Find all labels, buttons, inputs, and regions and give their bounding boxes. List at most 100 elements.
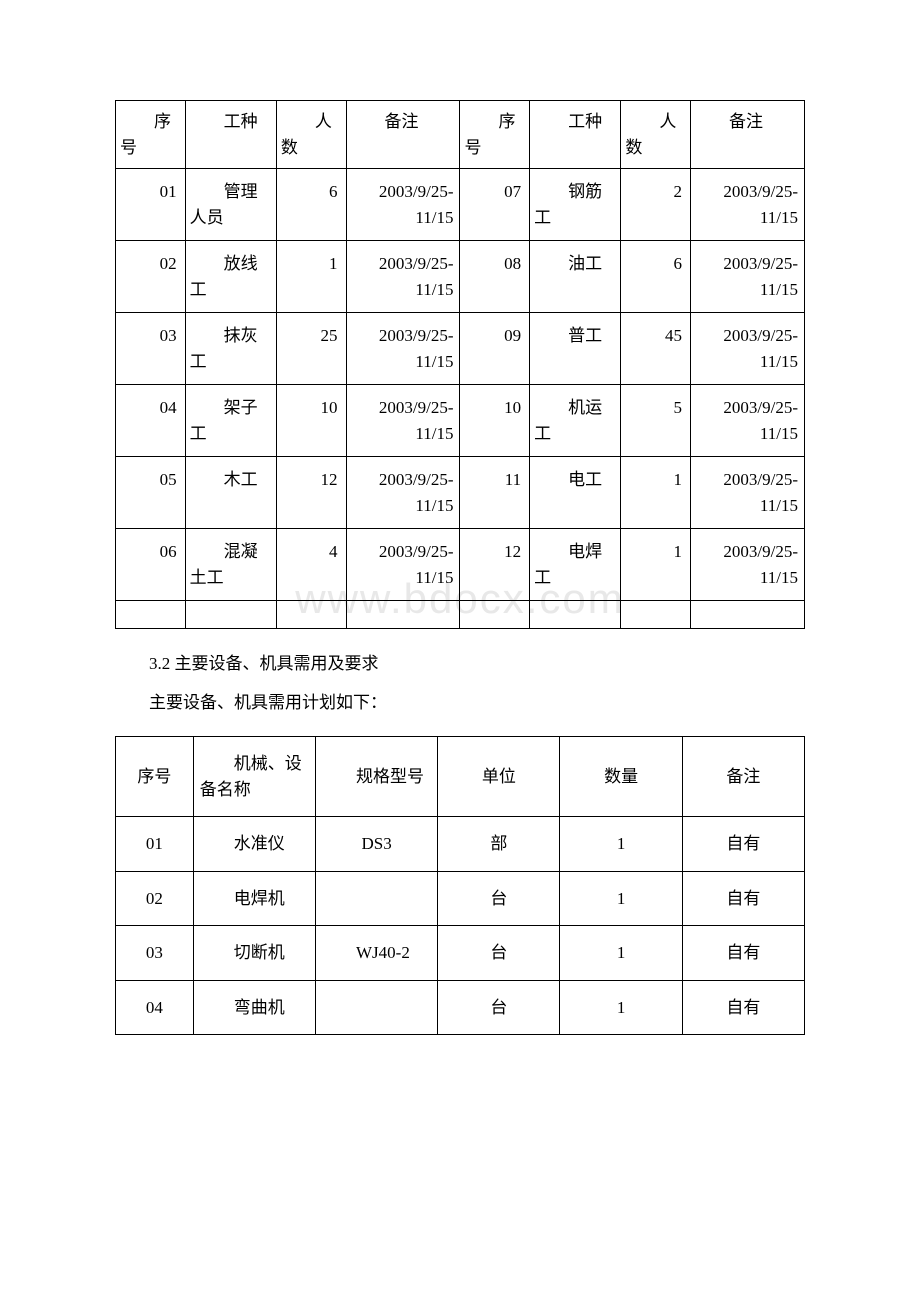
header-qty: 数量 [560, 737, 682, 817]
cell-seq: 10 [460, 385, 530, 457]
cell-qty: 1 [560, 980, 682, 1035]
cell-seq: 05 [116, 457, 186, 529]
cell-seq: 08 [460, 241, 530, 313]
cell-seq: 11 [460, 457, 530, 529]
cell-seq: 02 [116, 871, 194, 926]
cell-seq: 01 [116, 817, 194, 872]
table-row: 04 弯曲机 台 1 自有 [116, 980, 805, 1035]
cell-note: 自有 [682, 817, 804, 872]
table-row: 02 放线工 1 2003/9/25-11/15 08 油工 6 2003/9/… [116, 241, 805, 313]
cell-spec [316, 871, 438, 926]
cell-type: 电工 [530, 457, 621, 529]
cell-type: 普工 [530, 313, 621, 385]
cell-note: 2003/9/25-11/15 [690, 529, 804, 601]
cell-seq: 03 [116, 926, 194, 981]
cell-type: 混凝土工 [185, 529, 276, 601]
cell-type: 油工 [530, 241, 621, 313]
table-row: 02 电焊机 台 1 自有 [116, 871, 805, 926]
cell-type: 木工 [185, 457, 276, 529]
cell-note: 2003/9/25-11/15 [690, 385, 804, 457]
cell-seq: 12 [460, 529, 530, 601]
header-seq2: 序号 [460, 101, 530, 169]
cell-note: 2003/9/25-11/15 [690, 457, 804, 529]
table-row: 05 木工 12 2003/9/25-11/15 11 电工 1 2003/9/… [116, 457, 805, 529]
table-header-row: 序号 工种 人数 备注 序号 工种 人数 备注 [116, 101, 805, 169]
cell-type: 管理人员 [185, 169, 276, 241]
cell-unit: 台 [438, 980, 560, 1035]
header-spec: 规格型号 [316, 737, 438, 817]
section-intro: 主要设备、机具需用计划如下： [115, 688, 805, 719]
cell-num: 1 [276, 241, 346, 313]
table-row: 01 管理人员 6 2003/9/25-11/15 07 钢筋工 2 2003/… [116, 169, 805, 241]
table-row: 03 切断机 WJ40-2 台 1 自有 [116, 926, 805, 981]
cell-qty: 1 [560, 871, 682, 926]
section-heading: 3.2 主要设备、机具需用及要求 [115, 649, 805, 680]
cell-unit: 部 [438, 817, 560, 872]
cell-num: 4 [276, 529, 346, 601]
cell-num: 25 [276, 313, 346, 385]
cell-spec [316, 980, 438, 1035]
cell-unit: 台 [438, 926, 560, 981]
cell-unit: 台 [438, 871, 560, 926]
header-num2: 人数 [621, 101, 691, 169]
cell-type: 钢筋工 [530, 169, 621, 241]
cell-qty: 1 [560, 817, 682, 872]
cell-seq: 07 [460, 169, 530, 241]
cell-name: 切断机 [193, 926, 315, 981]
cell-name: 电焊机 [193, 871, 315, 926]
table-row: 03 抹灰工 25 2003/9/25-11/15 09 普工 45 2003/… [116, 313, 805, 385]
header-seq1: 序号 [116, 101, 186, 169]
cell-seq: 01 [116, 169, 186, 241]
cell-note: 2003/9/25-11/15 [690, 313, 804, 385]
cell-note: 2003/9/25-11/15 [346, 241, 460, 313]
cell-type: 机运工 [530, 385, 621, 457]
table-header-row: 序号 机械、设备名称 规格型号 单位 数量 备注 [116, 737, 805, 817]
equipment-table: 序号 机械、设备名称 规格型号 单位 数量 备注 01 水准仪 DS3 部 1 … [115, 736, 805, 1035]
cell-note: 2003/9/25-11/15 [346, 385, 460, 457]
table-empty-row [116, 601, 805, 629]
header-note2: 备注 [690, 101, 804, 169]
header-seq: 序号 [116, 737, 194, 817]
header-type1: 工种 [185, 101, 276, 169]
cell-seq: 06 [116, 529, 186, 601]
cell-seq: 09 [460, 313, 530, 385]
cell-type: 放线工 [185, 241, 276, 313]
cell-num: 6 [621, 241, 691, 313]
cell-type: 抹灰工 [185, 313, 276, 385]
cell-num: 5 [621, 385, 691, 457]
cell-name: 弯曲机 [193, 980, 315, 1035]
cell-note: 2003/9/25-11/15 [346, 313, 460, 385]
cell-note: 2003/9/25-11/15 [346, 169, 460, 241]
cell-seq: 02 [116, 241, 186, 313]
table-row: 01 水准仪 DS3 部 1 自有 [116, 817, 805, 872]
cell-num: 10 [276, 385, 346, 457]
cell-num: 6 [276, 169, 346, 241]
header-note1: 备注 [346, 101, 460, 169]
header-type2: 工种 [530, 101, 621, 169]
header-name: 机械、设备名称 [193, 737, 315, 817]
cell-note: 2003/9/25-11/15 [346, 457, 460, 529]
cell-num: 12 [276, 457, 346, 529]
table-row: 04 架子工 10 2003/9/25-11/15 10 机运工 5 2003/… [116, 385, 805, 457]
cell-note: 自有 [682, 871, 804, 926]
header-note: 备注 [682, 737, 804, 817]
header-num1: 人数 [276, 101, 346, 169]
cell-num: 1 [621, 529, 691, 601]
table-row: 06 混凝土工 4 2003/9/25-11/15 12 电焊工 1 2003/… [116, 529, 805, 601]
cell-num: 2 [621, 169, 691, 241]
cell-seq: 04 [116, 980, 194, 1035]
labor-table: 序号 工种 人数 备注 序号 工种 人数 备注 01 管理人员 6 2003/9… [115, 100, 805, 629]
cell-num: 1 [621, 457, 691, 529]
cell-type: 架子工 [185, 385, 276, 457]
cell-note: 2003/9/25-11/15 [690, 241, 804, 313]
cell-note: 自有 [682, 980, 804, 1035]
cell-qty: 1 [560, 926, 682, 981]
cell-note: 2003/9/25-11/15 [690, 169, 804, 241]
cell-note: 2003/9/25-11/15 [346, 529, 460, 601]
cell-name: 水准仪 [193, 817, 315, 872]
cell-type: 电焊工 [530, 529, 621, 601]
cell-note: 自有 [682, 926, 804, 981]
cell-seq: 04 [116, 385, 186, 457]
cell-spec: WJ40-2 [316, 926, 438, 981]
header-unit: 单位 [438, 737, 560, 817]
